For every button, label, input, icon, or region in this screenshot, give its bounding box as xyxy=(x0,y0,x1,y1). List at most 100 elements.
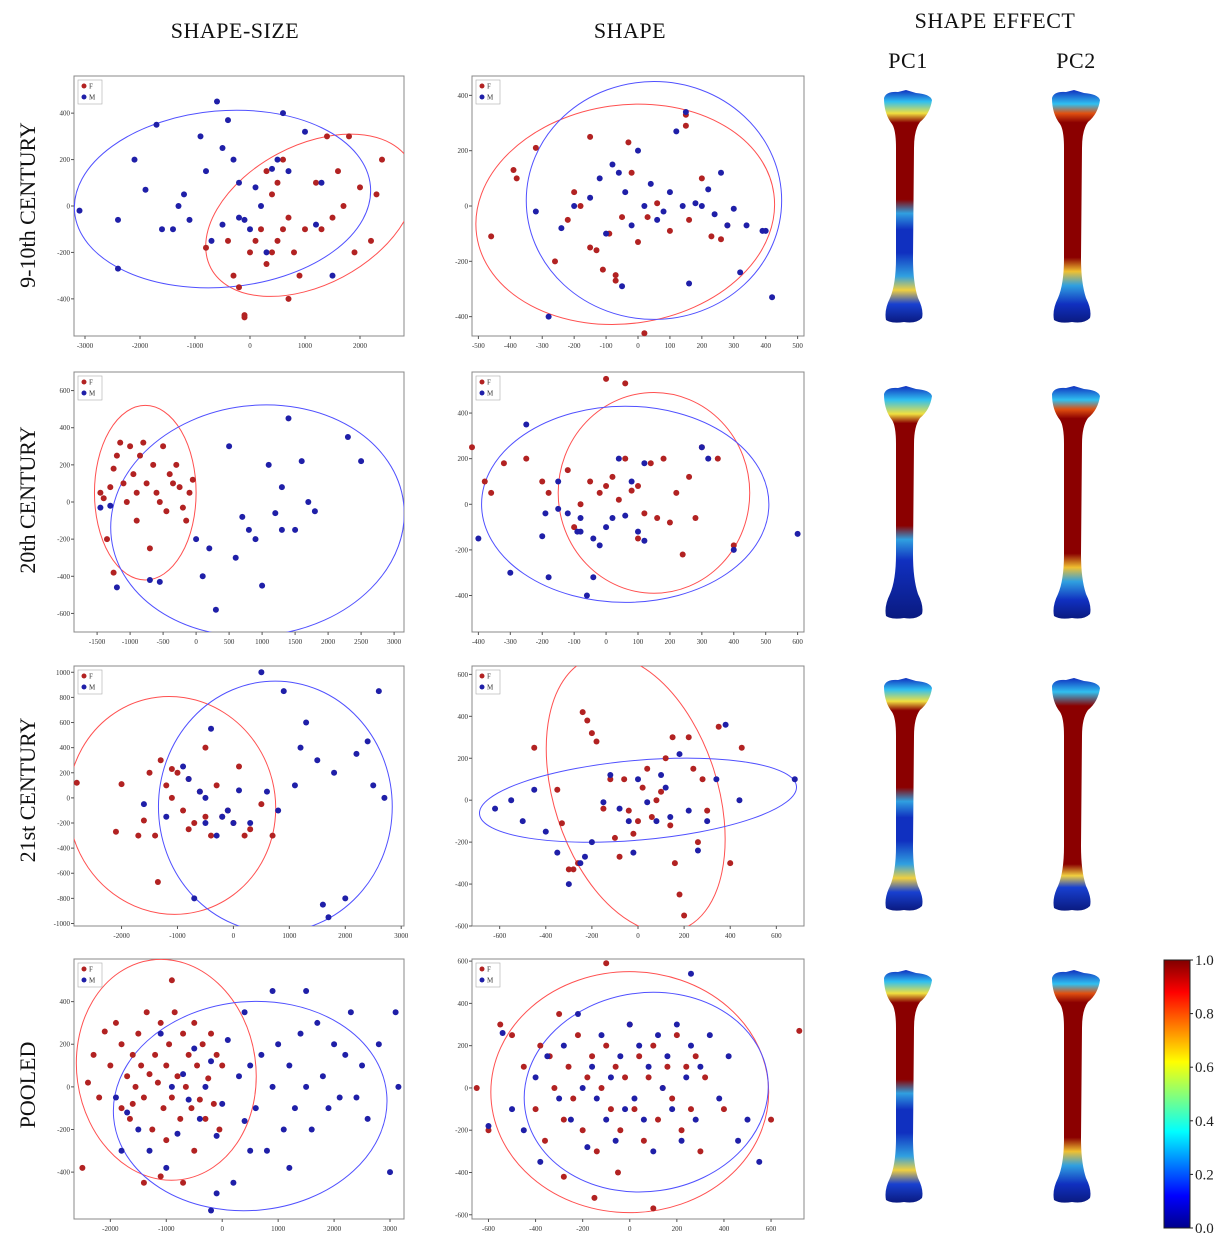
point-m xyxy=(509,1106,516,1113)
point-m xyxy=(180,1071,187,1078)
point-f xyxy=(694,839,701,846)
point-m xyxy=(305,499,312,505)
point-f xyxy=(683,1063,690,1070)
scatter-shape-9-10th: -500 -400 -300 -200 -100 0 100 200 300 400 500 -400… xyxy=(455,75,805,350)
y-tick-label: -600 xyxy=(455,923,468,931)
point-m xyxy=(607,772,614,779)
point-f xyxy=(619,214,626,221)
point-f xyxy=(564,467,571,474)
point-f xyxy=(379,156,385,163)
y-tick-label: 400 xyxy=(60,744,71,752)
point-f xyxy=(241,314,248,321)
point-m xyxy=(678,1137,685,1144)
point-f xyxy=(698,175,705,182)
x-tick-label: 3000 xyxy=(394,932,408,940)
point-m xyxy=(212,606,219,613)
point-m xyxy=(325,914,332,921)
point-m xyxy=(628,478,635,485)
point-f xyxy=(655,1116,662,1123)
point-f xyxy=(202,744,209,751)
tibia-pc2-pooled xyxy=(1046,968,1106,1208)
point-m xyxy=(275,807,282,814)
point-m xyxy=(673,1021,680,1028)
point-f xyxy=(152,832,159,839)
scatter-shape-21st: -600 -400 -200 0 200 400 600 -600 -400 -200 0 200 40… xyxy=(455,665,805,940)
y-tick-label: -200 xyxy=(455,1127,468,1135)
point-f xyxy=(163,782,170,789)
point-m xyxy=(520,1127,527,1134)
y-tick-label: 600 xyxy=(458,958,469,966)
point-f xyxy=(216,1126,223,1133)
point-m xyxy=(545,313,552,320)
point-f xyxy=(678,1127,685,1134)
confidence-ellipse-m xyxy=(74,109,372,289)
confidence-ellipse-f xyxy=(205,133,404,297)
x-tick-label: -600 xyxy=(493,932,506,940)
point-f xyxy=(570,866,577,873)
point-f xyxy=(577,501,584,508)
point-m xyxy=(744,1116,751,1123)
point-f xyxy=(296,272,303,279)
point-m xyxy=(135,1126,142,1133)
point-f xyxy=(313,179,319,186)
point-f xyxy=(241,832,248,839)
point-m xyxy=(593,1095,600,1102)
y-tick-label: -400 xyxy=(57,295,70,303)
point-m xyxy=(617,1053,624,1060)
point-f xyxy=(179,504,186,511)
point-f xyxy=(644,214,651,221)
x-tick-label: -200 xyxy=(536,638,549,646)
point-m xyxy=(331,1041,338,1048)
point-f xyxy=(593,247,600,254)
colorbar-tick-label: 0.0 xyxy=(1195,1221,1214,1237)
point-m xyxy=(124,1109,131,1116)
point-m xyxy=(314,1019,321,1026)
point-m xyxy=(239,513,246,520)
legend-marker-m xyxy=(479,94,485,100)
row-label-20th: 20th CENTURY xyxy=(15,426,40,574)
point-f xyxy=(692,1053,699,1060)
point-f xyxy=(219,1062,226,1069)
y-tick-label: -200 xyxy=(57,1126,70,1134)
point-f xyxy=(203,244,209,251)
point-m xyxy=(302,128,308,135)
legend-marker-f xyxy=(81,379,87,385)
point-m xyxy=(664,1053,671,1060)
x-tick-label: 0 xyxy=(636,342,640,350)
point-m xyxy=(791,776,798,783)
point-m xyxy=(208,237,215,244)
point-f xyxy=(96,1094,103,1101)
point-f xyxy=(101,1028,108,1035)
point-f xyxy=(615,496,622,503)
point-m xyxy=(692,200,699,207)
point-m xyxy=(475,535,482,542)
plot-frame xyxy=(73,75,405,337)
x-tick-label: -500 xyxy=(472,342,485,350)
plot-frame xyxy=(471,958,805,1220)
y-tick-label: 0 xyxy=(67,794,71,802)
x-tick-label: 0 xyxy=(232,932,236,940)
point-m xyxy=(381,794,388,801)
y-tick-label: -400 xyxy=(455,313,468,321)
point-m xyxy=(641,460,648,467)
point-f xyxy=(565,1063,572,1070)
point-f xyxy=(191,1147,198,1154)
y-tick-label: 0 xyxy=(465,1084,469,1092)
point-m xyxy=(555,478,562,485)
point-f xyxy=(481,478,488,485)
point-m xyxy=(191,895,198,902)
point-m xyxy=(666,189,673,196)
point-f xyxy=(603,483,610,490)
point-f xyxy=(687,1106,694,1113)
point-m xyxy=(615,455,622,462)
point-f xyxy=(520,1063,527,1070)
point-f xyxy=(173,461,180,468)
point-f xyxy=(662,755,669,762)
point-f xyxy=(146,1071,153,1078)
point-m xyxy=(163,813,170,820)
point-f xyxy=(247,826,254,833)
point-m xyxy=(577,528,584,535)
plot-frame xyxy=(471,75,805,337)
point-m xyxy=(156,578,163,585)
point-m xyxy=(213,832,220,839)
